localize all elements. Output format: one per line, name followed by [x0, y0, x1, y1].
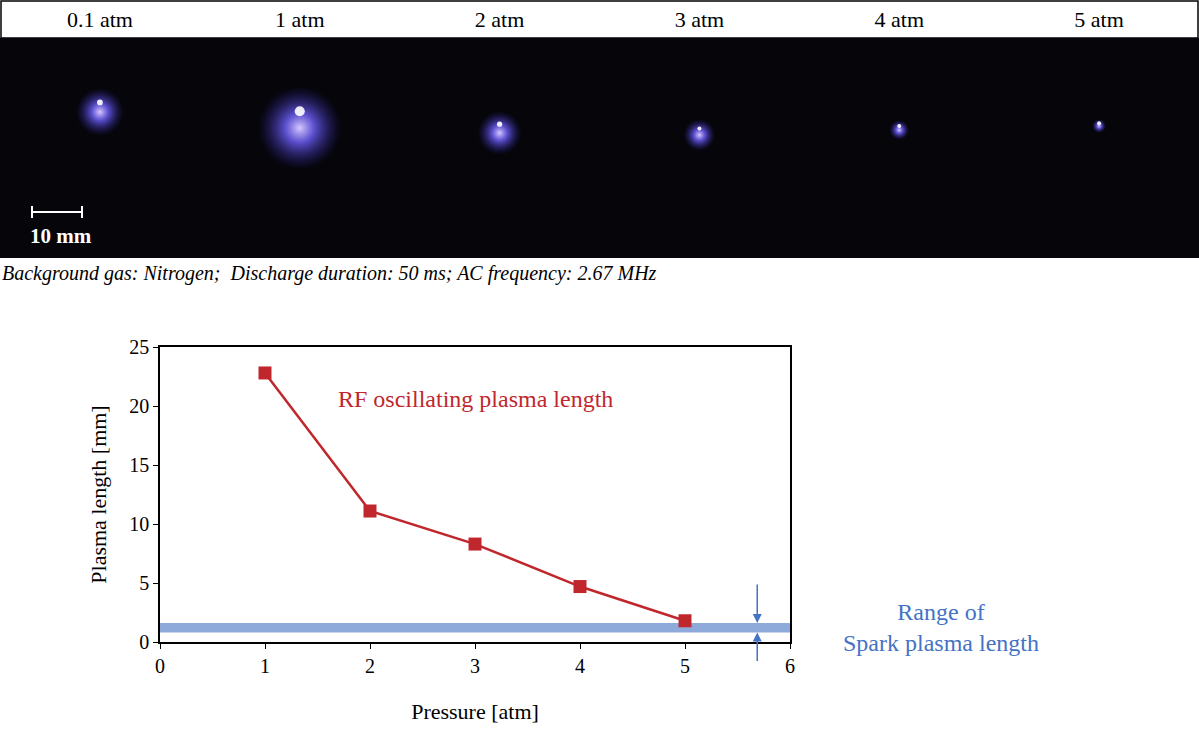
svg-text:Background gas: Nitrogen; Dis: Background gas: Nitrogen; Discharge dura…	[2, 262, 657, 285]
svg-text:20: 20	[129, 395, 149, 417]
svg-text:10: 10	[129, 513, 149, 535]
svg-text:3: 3	[470, 655, 480, 677]
svg-text:Plasma length [mm]: Plasma length [mm]	[86, 405, 111, 583]
svg-text:6: 6	[785, 655, 795, 677]
svg-text:Range ofSpark plasma length: Range ofSpark plasma length	[843, 599, 1039, 656]
svg-text:3 atm: 3 atm	[675, 7, 725, 32]
svg-text:0: 0	[155, 655, 165, 677]
svg-text:4 atm: 4 atm	[875, 7, 925, 32]
svg-text:1: 1	[260, 655, 270, 677]
svg-text:5 atm: 5 atm	[1074, 7, 1124, 32]
svg-text:Pressure [atm]: Pressure [atm]	[411, 699, 539, 724]
svg-text:0: 0	[139, 631, 149, 653]
svg-text:15: 15	[129, 454, 149, 476]
svg-text:RF oscillating plasma length: RF oscillating plasma length	[338, 386, 613, 412]
svg-text:2 atm: 2 atm	[475, 7, 525, 32]
svg-text:5: 5	[680, 655, 690, 677]
svg-text:4: 4	[575, 655, 585, 677]
svg-text:0.1 atm: 0.1 atm	[67, 7, 133, 32]
svg-text:25: 25	[129, 336, 149, 358]
svg-text:1 atm: 1 atm	[275, 7, 325, 32]
svg-text:10 mm: 10 mm	[30, 224, 92, 248]
svg-text:5: 5	[139, 572, 149, 594]
svg-text:2: 2	[365, 655, 375, 677]
